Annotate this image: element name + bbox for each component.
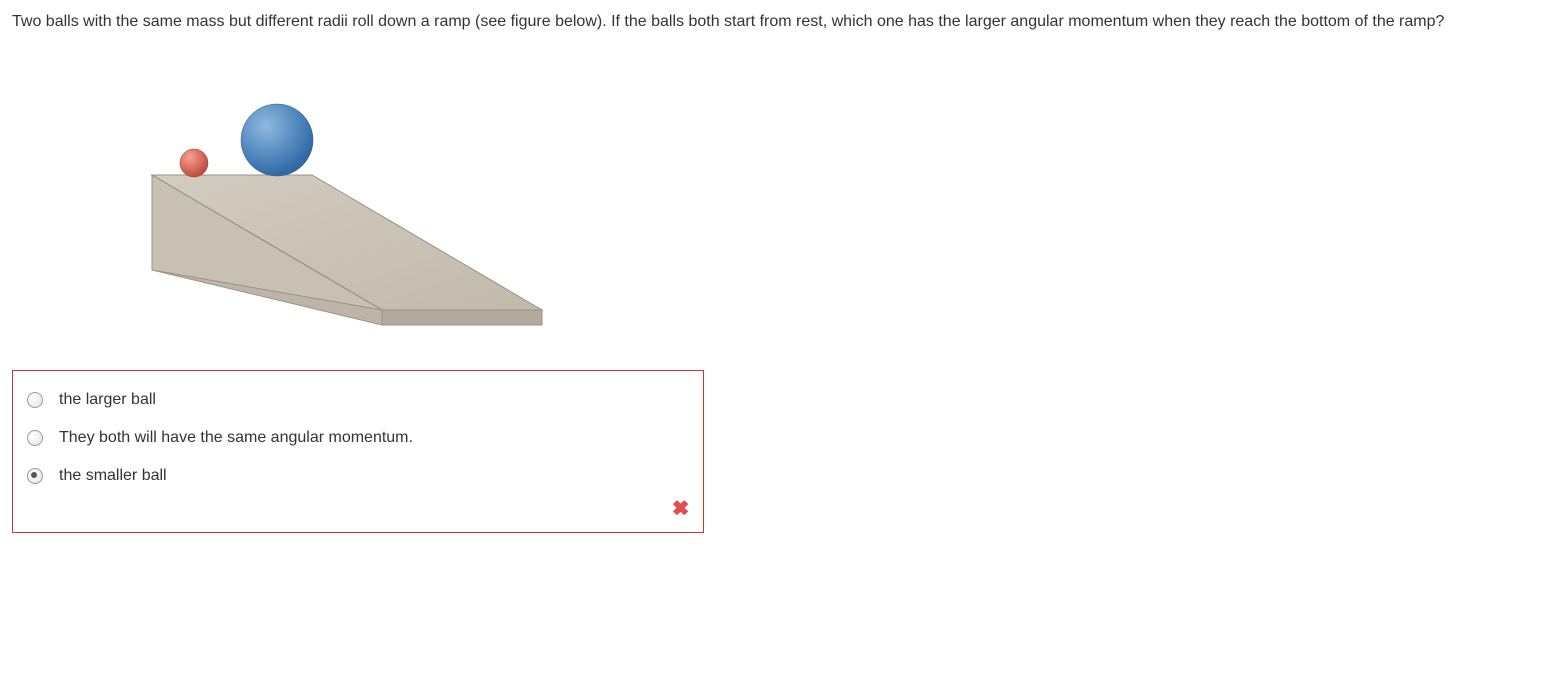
- small-ball: [180, 149, 208, 177]
- option-row-2[interactable]: They both will have the same angular mom…: [13, 423, 703, 461]
- feedback-row: ✖: [13, 499, 703, 522]
- option-label: They both will have the same angular mom…: [59, 429, 413, 447]
- radio-icon[interactable]: [27, 392, 43, 408]
- ramp-right-face: [382, 310, 542, 325]
- option-row-3[interactable]: the smaller ball: [13, 461, 703, 499]
- option-label: the larger ball: [59, 391, 156, 409]
- large-ball: [241, 104, 313, 176]
- answer-options-box: the larger ball They both will have the …: [12, 370, 704, 533]
- question-text: Two balls with the same mass but differe…: [12, 8, 1552, 35]
- figure-ramp-balls: [112, 55, 1552, 340]
- option-row-1[interactable]: the larger ball: [13, 385, 703, 423]
- radio-icon-selected[interactable]: [27, 468, 43, 484]
- radio-icon[interactable]: [27, 430, 43, 446]
- incorrect-x-icon: ✖: [672, 499, 689, 519]
- option-label: the smaller ball: [59, 467, 167, 485]
